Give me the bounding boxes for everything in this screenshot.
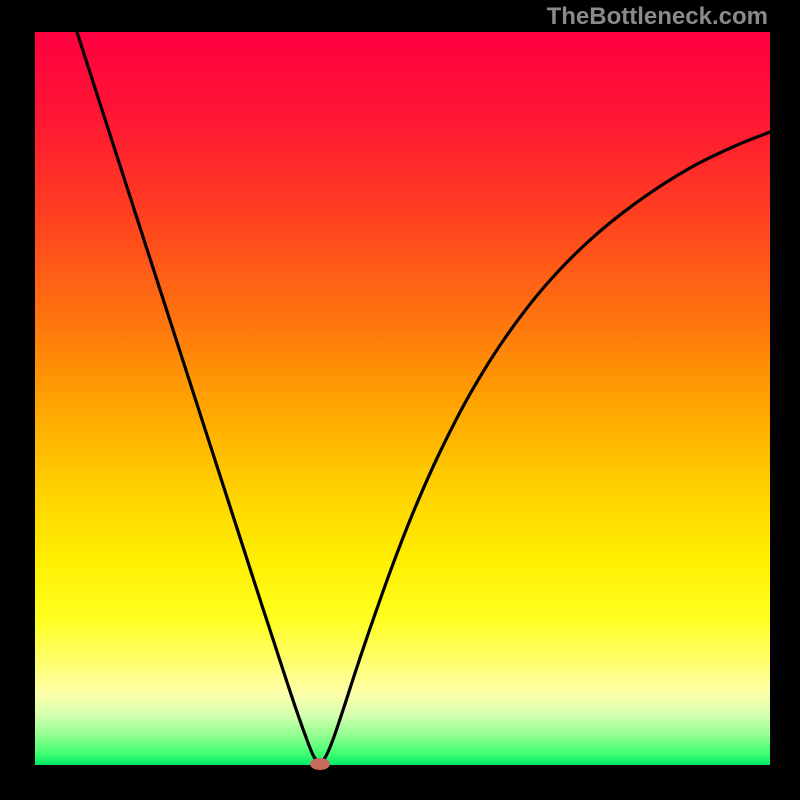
curve-right-branch — [323, 132, 770, 761]
vertex-marker — [310, 758, 330, 770]
chart-container: TheBottleneck.com — [0, 0, 800, 800]
watermark-text: TheBottleneck.com — [547, 3, 768, 31]
curve-left-branch — [77, 32, 317, 761]
curve-svg — [0, 0, 800, 800]
